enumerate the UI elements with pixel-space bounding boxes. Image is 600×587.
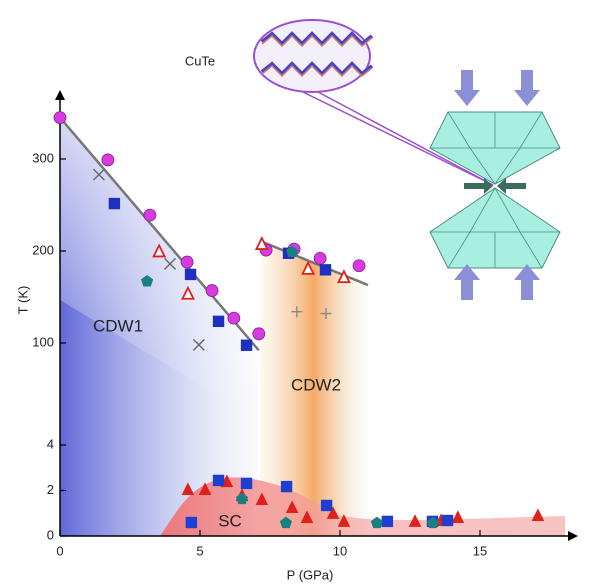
crystal-layer [260, 61, 374, 77]
marker-square [108, 197, 121, 210]
marker-pentagon [235, 492, 249, 505]
force-arrow [514, 264, 540, 300]
anvil-facets [430, 187, 560, 269]
marker-square [320, 499, 333, 512]
marker-triangle [326, 506, 340, 519]
marker-triangle [198, 482, 212, 496]
data-layer: 100 200 300 T (K) CuTe CDW1 CDW2 0 2 4 0 5 10 15 P (GP… [15, 53, 545, 582]
inset [253, 19, 561, 300]
marker-triangle [255, 492, 269, 506]
region-label: CDW1 [93, 316, 143, 335]
marker-triangle [152, 243, 167, 258]
y-tick-label: 2 [47, 482, 54, 497]
axes [55, 90, 578, 541]
marker-triangle [285, 500, 299, 514]
marker-cross [92, 168, 105, 181]
marker-triangle [300, 510, 314, 524]
force-arrow [454, 264, 480, 300]
marker-plus [291, 306, 303, 318]
marker-square [240, 339, 253, 351]
zoom-line [317, 91, 494, 186]
fit-line [259, 239, 369, 287]
marker-square [184, 268, 197, 281]
marker-square [240, 477, 253, 490]
marker-pentagon [370, 516, 384, 529]
marker-triangle [451, 510, 465, 524]
marker-square [280, 480, 293, 493]
anvil-facets [430, 111, 560, 185]
marker-circle [313, 251, 327, 265]
marker-circle [205, 284, 219, 297]
crystal-bonds [261, 64, 373, 78]
y-axis-arrow [55, 90, 65, 100]
cdw2-region [260, 241, 368, 536]
marker-circle [352, 259, 366, 273]
marker-triangle [301, 260, 316, 275]
sc-region [160, 477, 565, 536]
force-arrow [514, 70, 540, 106]
marker-pentagon [426, 516, 440, 529]
y-tick-label: 100 [32, 334, 54, 349]
marker-pentagon [141, 274, 154, 287]
x-tick-label: 15 [473, 543, 487, 558]
marker-circle [53, 111, 67, 124]
y-tick-label: 300 [32, 150, 54, 165]
y-axis-label: T (K) [15, 286, 30, 315]
x-tick-label: 5 [196, 543, 203, 558]
marker-circle [227, 311, 241, 325]
y-tick-label: 0 [47, 527, 54, 542]
marker-square [212, 474, 225, 487]
marker-circle [252, 327, 266, 341]
marker-square [185, 516, 198, 529]
x-axis-arrow [568, 531, 578, 541]
region-label: CDW2 [291, 375, 341, 394]
marker-square [212, 315, 225, 328]
x-axis-label: P (GPa) [287, 567, 334, 582]
x-tick-label: 10 [333, 543, 347, 558]
region-label: SC [218, 511, 242, 530]
marker-circle [180, 255, 194, 269]
marker-plus [320, 308, 332, 320]
marker-square [441, 514, 454, 527]
chart-title: CuTe [185, 53, 215, 68]
marker-triangle [337, 514, 351, 527]
cdw1-highlight [60, 118, 258, 420]
force-arrow [454, 70, 480, 106]
y-tick-label: 200 [32, 242, 54, 257]
marker-pentagon [279, 516, 293, 529]
crystal-layer [260, 31, 374, 47]
gasket-arrow [497, 178, 526, 194]
x-tick-label: 0 [56, 543, 63, 558]
gasket-arrow [464, 178, 493, 194]
marker-triangle [531, 508, 545, 521]
marker-square [319, 264, 332, 276]
marker-triangle [408, 514, 422, 527]
phase-shading [60, 118, 565, 536]
crystal-bonds [261, 34, 373, 48]
marker-triangle [254, 236, 269, 250]
fit-line [59, 116, 260, 352]
marker-triangle [181, 482, 195, 496]
marker-circle [101, 153, 115, 167]
marker-pentagon [286, 245, 299, 258]
marker-triangle [181, 285, 195, 300]
marker-cross [164, 257, 177, 270]
marker-circle [143, 208, 157, 222]
marker-square [381, 515, 394, 528]
crystal-ellipse [253, 19, 371, 93]
y-tick-label: 4 [47, 436, 54, 451]
marker-triangle [336, 269, 351, 284]
marker-cross [192, 338, 205, 351]
